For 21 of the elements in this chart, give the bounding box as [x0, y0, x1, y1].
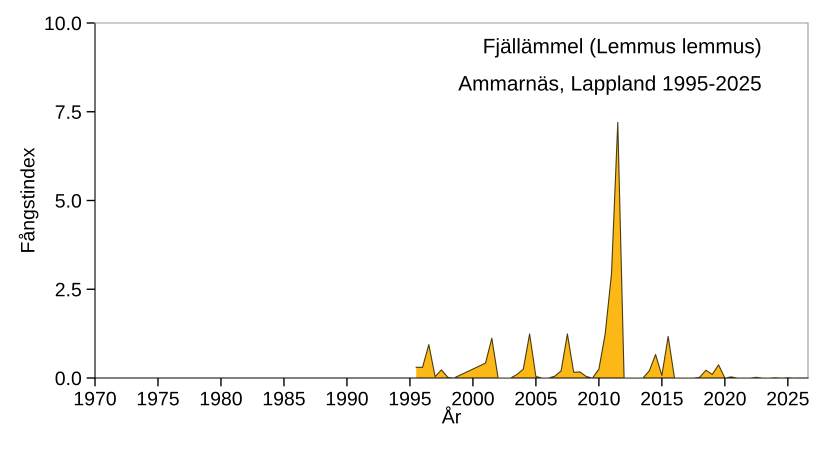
annotation: Ammarnäs, Lappland 1995-2025	[458, 75, 761, 95]
x-tick-label: 1985	[264, 392, 305, 406]
x-tick-label: 2020	[704, 392, 746, 406]
y-tick-label: 10.0	[45, 16, 82, 30]
x-tick-label: 1980	[200, 392, 242, 406]
y-tick-label: 7.5	[56, 105, 81, 119]
x-tick-label: 1970	[74, 392, 116, 406]
y-tick-label: 5.0	[56, 194, 82, 208]
y-tick-label: 2.5	[56, 282, 81, 296]
x-tick-label: 2015	[641, 392, 683, 406]
x-tick-label: 1975	[138, 392, 179, 406]
y-axis-title: Fångstindex	[18, 148, 38, 252]
x-tick-label: 2000	[452, 392, 494, 406]
x-tick-label: 2010	[578, 392, 620, 406]
x-tick-label: 1990	[326, 392, 368, 406]
y-tick-label: 0.0	[56, 371, 82, 386]
x-axis-title: År	[442, 406, 461, 424]
x-tick-label: 1995	[390, 392, 431, 406]
x-tick-label: 2005	[515, 392, 557, 406]
annotation: Fjällämmel (Lemmus lemmus)	[484, 38, 760, 58]
x-tick-label: 2025	[767, 392, 809, 406]
